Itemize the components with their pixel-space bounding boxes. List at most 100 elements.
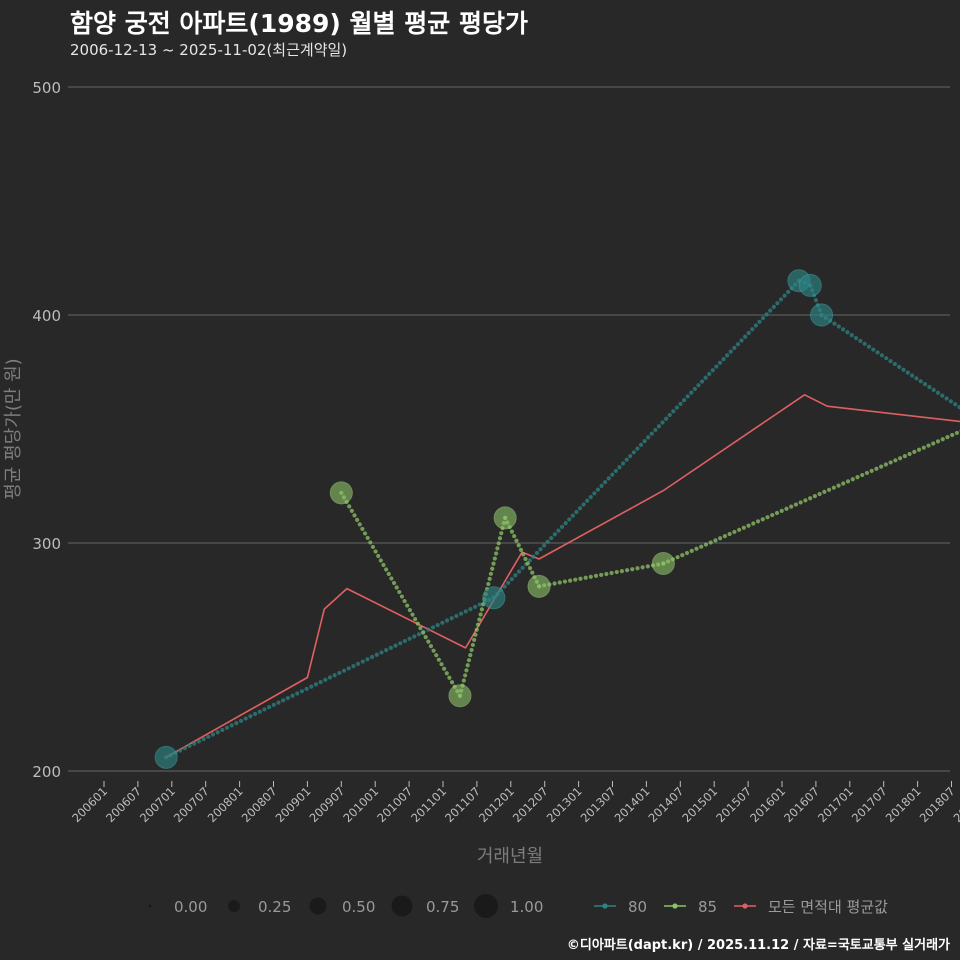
series-85-connector-dot [525, 561, 530, 566]
series-80-connector-dot [760, 315, 766, 321]
series-85-point [493, 506, 517, 530]
x-tick-label: 200907 [306, 784, 347, 825]
x-axis-label: 거래년월 [477, 846, 543, 867]
series-80-connector-dot [267, 705, 272, 710]
series-85-connector-dot [405, 603, 410, 608]
series-80-connector-dot [502, 584, 507, 589]
series-85-connector-dot [614, 569, 619, 575]
avg-series-line [165, 394, 960, 758]
series-80-connector-dot [388, 645, 393, 650]
series-85-connector-dot [376, 553, 381, 559]
series-80-connector-dot [196, 739, 202, 744]
series-85-connector-dot [439, 662, 444, 667]
series-85-connector-dot [770, 512, 775, 518]
series-80-connector-dot [257, 709, 262, 714]
x-tick-label: 201407 [645, 784, 686, 825]
x-tick-label: 200707 [171, 784, 212, 825]
series-85-connector-dot [812, 494, 817, 499]
series-80-connector-dot [746, 330, 751, 336]
series-80-connector-dot [813, 298, 819, 303]
series-80-connector-dot [884, 356, 889, 361]
series-85-connector-dot [496, 541, 501, 546]
series-80-connector-dot [692, 386, 697, 392]
series-80-connector-dot [449, 616, 454, 621]
series-85-connector-dot [461, 678, 466, 683]
series-85-connector-dot [869, 468, 874, 473]
series-80-connector-dot [599, 483, 604, 488]
series-85-connector-dot [808, 496, 813, 501]
series-80-connector-dot [351, 664, 356, 669]
y-tick-label: 500 [32, 79, 61, 97]
series-80-connector-dot [374, 652, 379, 657]
series-80-connector-dot [477, 602, 482, 607]
series-80-point [810, 303, 834, 327]
x-tick-label: 201301 [544, 784, 585, 825]
series-85-connector-dot [478, 612, 483, 617]
series-85-connector-dot [527, 565, 533, 571]
series-85-connector-dot [826, 487, 832, 492]
series-80-connector-dot [782, 293, 787, 298]
x-tick-label: 200607 [103, 784, 144, 825]
series-85-connector-dot [680, 552, 685, 558]
series-85-point [448, 684, 472, 708]
series-80-connector-dot [606, 476, 611, 481]
series-85-connector-dot [578, 576, 583, 581]
series-80-connector-dot [552, 532, 557, 537]
series-85-connector-dot [850, 477, 855, 482]
series-80-connector-dot [841, 327, 846, 332]
series-80-connector-dot [725, 353, 730, 358]
series-80-connector-dot [862, 341, 867, 346]
series-80-connector-dot [468, 607, 473, 612]
series-80-connector-dot [858, 338, 863, 344]
series-80-connector-dot [735, 342, 741, 347]
series-80-connector-dot [699, 379, 705, 384]
series-85-connector-dot [352, 513, 357, 518]
x-tick-label: 201801 [883, 784, 924, 825]
series-85-connector-dot [475, 622, 481, 627]
series-85-connector-dot [491, 561, 496, 566]
series-80-connector-dot [768, 308, 773, 313]
size-legend-key [391, 895, 413, 917]
x-tick-label: 200601 [69, 784, 110, 825]
series-80-connector-dot [849, 333, 854, 338]
series-85-point [527, 574, 551, 598]
series-80-connector-dot [922, 382, 928, 387]
series-80-connector-dot [940, 393, 945, 398]
series-legend-key-dot [602, 903, 608, 909]
series-85-connector-dot [557, 580, 562, 585]
series-80-connector-dot [628, 453, 633, 459]
series-80-connector-dot [534, 550, 540, 556]
series-80-connector-dot [660, 420, 665, 425]
series-80-connector-dot [407, 636, 412, 641]
series-85-connector-dot [426, 639, 431, 644]
series-85-connector-dot [488, 571, 494, 576]
series-80-connector-dot [458, 611, 464, 616]
series-85-connector-dot [635, 566, 640, 571]
series-80-connector-dot [393, 643, 398, 648]
series-85-connector-dot [583, 575, 588, 580]
series-80-connector-dot [613, 468, 618, 474]
series-80-connector-dot [248, 714, 253, 719]
series-85-connector-dot [418, 626, 423, 631]
series-80-connector-dot [595, 487, 601, 492]
series-80-connector-dot [299, 689, 305, 694]
series-80-connector-dot [678, 401, 683, 406]
series-85-connector-dot [402, 598, 407, 604]
series-85-connector-dot [789, 504, 794, 509]
series-85-connector-dot [751, 521, 756, 526]
x-tick-label: 201107 [442, 784, 483, 825]
series-85-connector-dot [883, 462, 889, 467]
series-80-connector-dot [696, 383, 701, 388]
series-85-connector-dot [935, 439, 941, 444]
series-80-point [154, 745, 178, 769]
series-85-connector-dot [470, 642, 475, 648]
x-tick-label: 201501 [679, 784, 720, 825]
series-80-connector-dot [426, 627, 431, 632]
series-85-connector-dot [562, 579, 568, 584]
series-85-connector-dot [722, 534, 728, 539]
series-80-connector-dot [398, 641, 403, 646]
series-85-connector-dot [765, 515, 770, 520]
series-legend-label: 80 [628, 898, 647, 916]
series-80-connector-dot [229, 723, 234, 728]
series-85-connector-dot [494, 551, 499, 556]
